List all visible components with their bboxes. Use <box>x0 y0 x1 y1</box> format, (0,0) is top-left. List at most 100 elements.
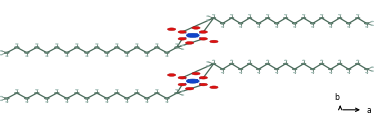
Circle shape <box>320 14 323 15</box>
Circle shape <box>329 26 332 27</box>
Circle shape <box>356 60 359 61</box>
Circle shape <box>115 43 118 44</box>
Circle shape <box>283 63 288 65</box>
Circle shape <box>0 54 3 55</box>
Circle shape <box>211 17 216 19</box>
Circle shape <box>34 46 39 48</box>
Circle shape <box>337 63 342 65</box>
Circle shape <box>199 37 208 40</box>
Circle shape <box>371 67 374 68</box>
Circle shape <box>166 56 169 57</box>
Circle shape <box>104 98 109 99</box>
Circle shape <box>175 89 178 90</box>
Circle shape <box>284 60 287 61</box>
Circle shape <box>229 17 234 19</box>
Circle shape <box>302 60 305 61</box>
Circle shape <box>146 56 149 57</box>
Circle shape <box>206 61 209 62</box>
Circle shape <box>94 46 99 48</box>
Circle shape <box>155 92 160 94</box>
Circle shape <box>365 26 368 27</box>
Circle shape <box>212 14 215 15</box>
Circle shape <box>346 23 351 24</box>
Circle shape <box>55 89 58 90</box>
Circle shape <box>256 23 261 24</box>
Circle shape <box>5 101 8 102</box>
Circle shape <box>220 68 225 70</box>
Circle shape <box>301 17 306 19</box>
Circle shape <box>257 72 260 73</box>
Circle shape <box>167 74 176 76</box>
Circle shape <box>310 68 315 70</box>
Circle shape <box>238 68 243 70</box>
Circle shape <box>220 23 225 24</box>
Circle shape <box>328 23 333 24</box>
Circle shape <box>105 101 108 102</box>
Circle shape <box>186 87 194 90</box>
Circle shape <box>355 63 360 65</box>
Circle shape <box>125 101 129 102</box>
Circle shape <box>266 60 269 61</box>
Circle shape <box>94 92 99 94</box>
Circle shape <box>292 68 297 70</box>
Circle shape <box>75 43 78 44</box>
Circle shape <box>229 63 234 65</box>
Circle shape <box>257 26 260 27</box>
Circle shape <box>293 26 296 27</box>
Circle shape <box>178 76 186 79</box>
Circle shape <box>319 17 324 19</box>
Circle shape <box>248 14 251 15</box>
Circle shape <box>181 49 184 50</box>
Circle shape <box>230 14 233 15</box>
Circle shape <box>124 98 129 99</box>
Circle shape <box>338 60 341 61</box>
Circle shape <box>364 23 369 24</box>
Circle shape <box>146 101 149 102</box>
Circle shape <box>347 26 350 27</box>
Circle shape <box>174 92 179 94</box>
Circle shape <box>346 68 351 70</box>
Circle shape <box>192 72 200 75</box>
Circle shape <box>337 17 342 19</box>
Circle shape <box>35 89 38 90</box>
Circle shape <box>210 40 218 43</box>
Circle shape <box>64 52 69 54</box>
Circle shape <box>283 17 288 19</box>
Circle shape <box>64 98 69 99</box>
Circle shape <box>14 46 19 48</box>
Circle shape <box>293 72 296 73</box>
Circle shape <box>239 72 242 73</box>
Circle shape <box>319 63 324 65</box>
Circle shape <box>0 50 3 51</box>
Circle shape <box>24 98 29 99</box>
Circle shape <box>85 56 88 57</box>
Circle shape <box>181 95 184 96</box>
Circle shape <box>274 23 279 24</box>
Circle shape <box>0 100 3 101</box>
Circle shape <box>125 56 129 57</box>
Circle shape <box>85 101 88 102</box>
Circle shape <box>181 91 184 92</box>
Circle shape <box>74 92 79 94</box>
Circle shape <box>45 56 48 57</box>
Circle shape <box>74 46 79 48</box>
Circle shape <box>206 65 209 66</box>
Circle shape <box>265 63 270 65</box>
Circle shape <box>329 72 332 73</box>
Circle shape <box>238 23 243 24</box>
Circle shape <box>84 52 89 54</box>
Circle shape <box>284 14 287 15</box>
Circle shape <box>221 26 224 27</box>
Circle shape <box>24 52 29 54</box>
Text: a: a <box>367 106 372 115</box>
Circle shape <box>371 21 374 22</box>
Circle shape <box>174 46 179 48</box>
Circle shape <box>274 68 279 70</box>
Circle shape <box>311 26 314 27</box>
Circle shape <box>55 43 58 44</box>
Circle shape <box>115 92 119 94</box>
Circle shape <box>247 63 252 65</box>
Circle shape <box>34 92 39 94</box>
Circle shape <box>275 72 278 73</box>
Circle shape <box>371 71 374 72</box>
